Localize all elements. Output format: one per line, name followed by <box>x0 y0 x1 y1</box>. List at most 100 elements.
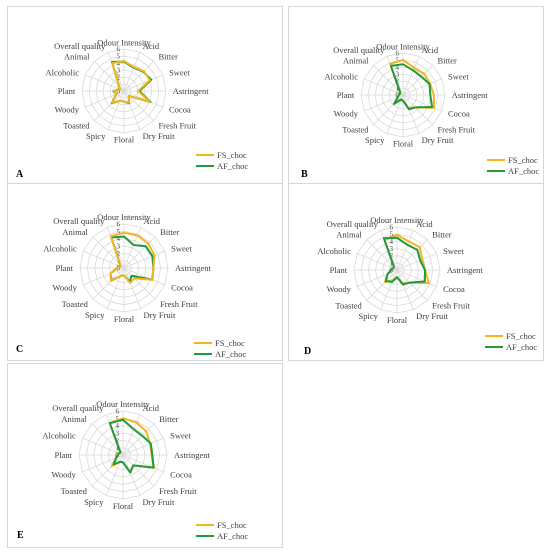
axis-label-plant: Plant <box>54 450 72 460</box>
axis-label-odour-intensity: Odour Intensity <box>97 37 151 47</box>
legend-label-fs-choc: FS_choc <box>217 520 247 530</box>
axis-label-astringent: Astringent <box>174 450 211 460</box>
spoke-bitter <box>122 423 155 456</box>
axis-label-acid: Acid <box>416 219 433 229</box>
axis-label-woody: Woody <box>334 109 359 119</box>
axis-label-overall-quality: Overall quality <box>53 216 105 226</box>
legend-label-af-choc: AF_choc <box>215 349 246 359</box>
axis-label-fresh-fruit: Fresh Fruit <box>158 120 196 130</box>
panel-label: D <box>304 346 311 357</box>
axis-label-dry-fruit: Dry Fruit <box>422 135 455 145</box>
axis-label-sweet: Sweet <box>443 246 464 256</box>
axis-label-acid: Acid <box>143 41 160 51</box>
spoke-woody <box>357 269 398 287</box>
axis-label-fresh-fruit: Fresh Fruit <box>159 486 197 496</box>
axis-label-woody: Woody <box>55 105 80 115</box>
spoke-sweet <box>123 74 163 92</box>
axis-label-floral: Floral <box>113 501 134 511</box>
spoke-fresh-fruit <box>402 94 433 125</box>
spoke-toasted <box>94 90 125 121</box>
series-line-af-choc <box>382 236 426 286</box>
chart-panel-a: 0 1 2 3 4 5 6 Odour Intensity Acid Bitter Sweet Ast… <box>7 6 283 185</box>
r-tick-label: 5 <box>390 231 394 239</box>
axis-label-plant: Plant <box>337 90 355 100</box>
axis-label-toasted: Toasted <box>61 486 88 496</box>
axis-label-woody: Woody <box>52 470 77 480</box>
axis-label-toasted: Toasted <box>335 300 362 310</box>
axis-label-spicy: Spicy <box>85 310 105 320</box>
series-line-fs-choc <box>111 59 151 104</box>
axis-label-floral: Floral <box>387 315 408 325</box>
axis-label-toasted: Toasted <box>62 299 89 309</box>
chart-panel-c: 0 1 2 3 4 5 6 Odour Intensity Acid Bitter Sweet Ast… <box>7 183 283 361</box>
r-tick-label: 2 <box>390 252 394 260</box>
spoke-dry-fruit <box>123 267 142 309</box>
r-tick-label: 4 <box>396 64 400 72</box>
panel-label: E <box>17 530 24 541</box>
r-tick-label: 5 <box>117 53 121 61</box>
chart-panel-e: 0 1 2 3 4 5 6 Odour Intensity Acid Bitter Sweet Ast… <box>7 363 283 548</box>
legend-label-af-choc: AF_choc <box>506 342 537 352</box>
spoke-acid <box>123 227 142 269</box>
series-line-af-choc <box>108 418 155 474</box>
r-tick-label: 3 <box>116 430 120 438</box>
axis-label-astringent: Astringent <box>447 265 484 275</box>
axis-label-alcoholic: Alcoholic <box>45 67 79 77</box>
spoke-fresh-fruit <box>396 269 428 301</box>
r-tick-label: 3 <box>390 245 394 253</box>
spoke-acid <box>122 414 141 456</box>
r-tick-label: 1 <box>116 444 120 452</box>
spoke-toasted <box>92 267 125 300</box>
axis-label-woody: Woody <box>53 283 78 293</box>
axis-label-animal: Animal <box>61 414 87 424</box>
spoke-alcoholic <box>364 78 404 96</box>
r-tick-label: 2 <box>116 437 120 445</box>
axis-label-bitter: Bitter <box>159 414 179 424</box>
axis-label-astringent: Astringent <box>175 263 212 273</box>
spoke-acid <box>123 52 141 92</box>
spoke-woody <box>83 267 125 286</box>
r-tick-label: 3 <box>117 67 121 75</box>
r-tick-label: 2 <box>117 74 121 82</box>
r-tick-label: 6 <box>396 50 400 58</box>
axis-label-plant: Plant <box>58 86 76 96</box>
axis-label-alcoholic: Alcoholic <box>42 430 76 440</box>
r-tick-label: 5 <box>396 57 400 65</box>
legend-label-fs-choc: FS_choc <box>506 331 536 341</box>
axis-label-fresh-fruit: Fresh Fruit <box>160 299 198 309</box>
axis-label-bitter: Bitter <box>160 227 180 237</box>
axis-label-bitter: Bitter <box>432 230 452 240</box>
axis-label-overall-quality: Overall quality <box>333 45 385 55</box>
legend-label-af-choc: AF_choc <box>217 161 248 171</box>
axis-label-dry-fruit: Dry Fruit <box>416 311 449 321</box>
spoke-spicy <box>386 94 404 134</box>
r-tick-label: 1 <box>396 85 400 93</box>
axis-label-dry-fruit: Dry Fruit <box>143 131 176 141</box>
axis-label-cocoa: Cocoa <box>171 283 193 293</box>
axis-label-animal: Animal <box>64 52 90 62</box>
spoke-cocoa <box>122 454 164 473</box>
legend-label-fs-choc: FS_choc <box>215 338 245 348</box>
chart-panel-b: 0 1 2 3 4 5 6 Odour Intensity Acid Bitter Sweet Ast… <box>288 6 544 185</box>
axis-label-acid: Acid <box>422 45 439 55</box>
axis-label-fresh-fruit: Fresh Fruit <box>437 124 475 134</box>
spoke-sweet <box>396 253 437 271</box>
spoke-dry-fruit <box>402 94 420 134</box>
r-tick-label: 5 <box>117 228 121 236</box>
spoke-toasted <box>91 454 124 487</box>
axis-label-odour-intensity: Odour Intensity <box>97 212 151 222</box>
r-tick-label: 4 <box>390 238 394 246</box>
spoke-woody <box>85 90 125 108</box>
axis-label-odour-intensity: Odour Intensity <box>370 215 424 225</box>
spoke-dry-fruit <box>123 90 141 130</box>
spoke-sweet <box>402 78 442 96</box>
spoke-bitter <box>402 65 433 96</box>
axis-label-woody: Woody <box>327 284 352 294</box>
spoke-spicy <box>107 90 125 130</box>
axis-label-bitter: Bitter <box>158 52 178 62</box>
axis-label-cocoa: Cocoa <box>443 284 465 294</box>
chart-panel-d: 0 1 2 3 4 5 6 Odour Intensity Acid Bitter Sweet Ast… <box>288 183 544 361</box>
legend-label-fs-choc: FS_choc <box>508 155 538 165</box>
